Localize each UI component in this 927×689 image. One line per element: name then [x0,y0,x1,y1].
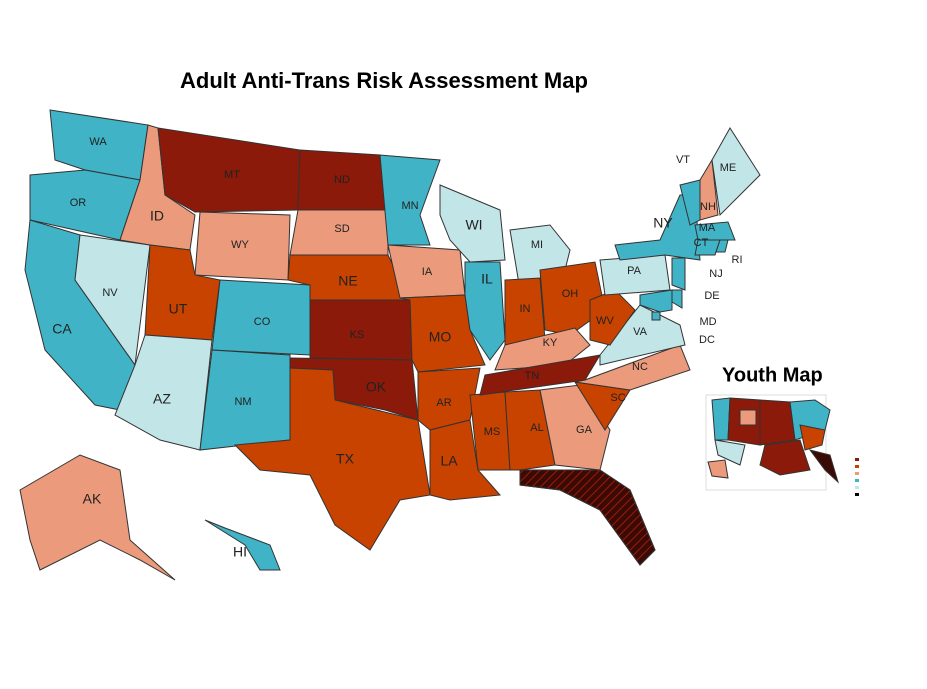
state [19,454,176,581]
state-label: IL [481,271,493,287]
state-label: MS [484,426,501,438]
state-label: KY [543,337,558,349]
state-label: IA [422,266,433,278]
state [671,289,683,309]
state [114,334,213,451]
state-label: SC [610,392,625,404]
state-label: PA [627,265,642,277]
state [157,127,301,213]
state [715,239,729,253]
state-label: WI [465,217,482,233]
state-label: WA [89,136,107,148]
state-label: MA [699,222,716,234]
youth-map-title: Youth Map [722,364,823,386]
state-label: AL [530,422,543,434]
state-label: MO [429,329,452,345]
state [379,154,441,246]
state-label: ID [150,208,164,224]
state [574,344,691,391]
state-label: KS [350,329,365,341]
state-label: NV [102,287,118,299]
state-label: MI [531,239,543,251]
state [464,261,506,361]
state-label: NC [632,361,648,373]
state [699,158,719,221]
state [233,367,431,551]
state-label: AK [83,491,102,507]
state [599,304,686,366]
state-label: MD [699,316,716,328]
state [204,519,281,571]
state-label: NY [653,215,673,231]
state [694,221,736,241]
state-label: DE [704,290,719,302]
state-label: NM [234,396,251,408]
states: WA OR CA NV ID MT WY UT AZ CO NM ND SD NE KS OK TX MN IA MO… [19,109,761,581]
state-label: VT [676,154,690,166]
state [504,389,556,471]
state-label: SD [334,223,349,235]
state-label: NH [700,201,716,213]
state-label: RI [732,254,743,266]
state-label: WV [596,315,614,327]
state-label: VA [633,326,648,338]
state-label: NE [338,273,357,289]
state-label: AZ [153,391,171,407]
state-label: UT [169,301,188,317]
state-label: ND [334,174,350,186]
state-label: TN [525,370,540,382]
state-label: OK [366,379,387,395]
state [539,261,606,336]
state [711,127,761,217]
state-label: MT [224,169,240,181]
state [639,289,673,313]
state-label: TX [336,451,355,467]
state-label: LA [440,453,458,469]
state-label: OH [562,288,579,300]
state [429,419,502,501]
state [519,469,656,566]
state-label: CO [254,316,271,328]
state-label: DC [699,334,715,346]
youth-map-thumbnail [705,394,859,496]
state-label: MN [401,200,418,212]
state-label: IN [520,303,531,315]
state-label: WY [231,239,249,251]
state [494,327,591,371]
state [694,239,721,256]
state-label: ME [720,162,737,174]
state-label: HI [233,544,247,560]
state-label: AR [436,397,451,409]
state-label: OR [70,197,87,209]
state-label: CA [52,321,72,337]
state-label: NJ [709,268,722,280]
state [671,257,686,291]
state-label: GA [576,424,593,436]
state-label: CT [694,237,709,249]
map-title: Adult Anti-Trans Risk Assessment Map [180,68,588,93]
state [651,311,661,321]
